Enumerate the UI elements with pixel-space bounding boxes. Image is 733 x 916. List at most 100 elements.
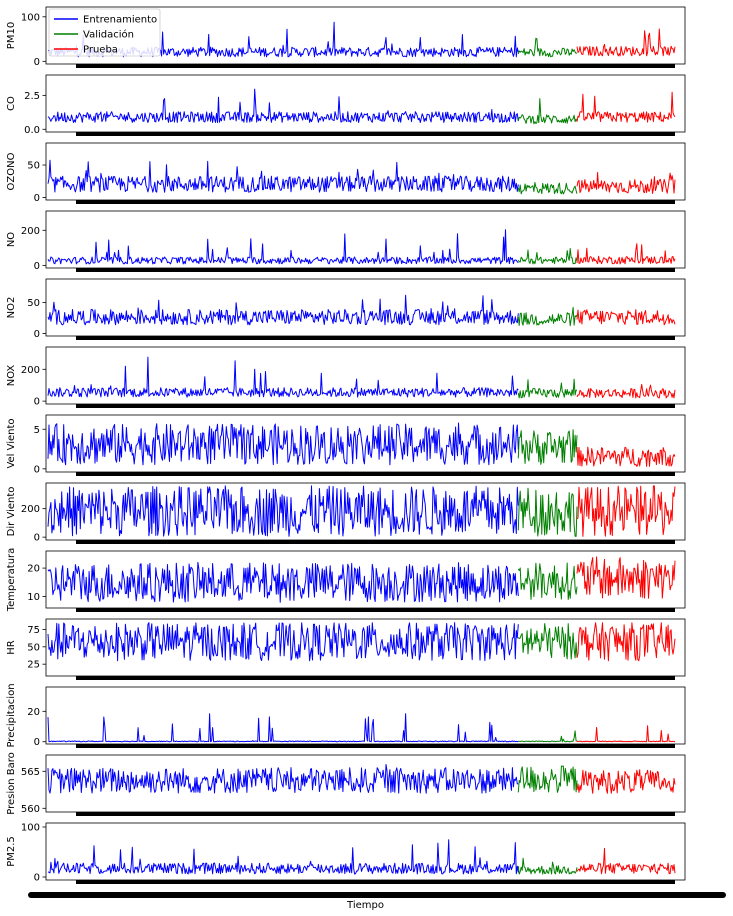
- subplot-ozono: 0 50 OZONO: [6, 142, 686, 204]
- y-tick-label: 0.0: [24, 125, 40, 136]
- series-line-prueba: [576, 243, 676, 265]
- series-line-validación: [517, 248, 578, 265]
- y-tick-label: 0: [34, 533, 40, 544]
- series-line-prueba: [576, 725, 676, 743]
- series-line-entrenamiento: [47, 839, 519, 875]
- x-tick-label-smear: [28, 892, 726, 898]
- y-tick-label: 50: [27, 642, 40, 653]
- y-axis-label: OZONO: [6, 152, 17, 190]
- legend-label-entrenamiento: Entrenamiento: [83, 15, 157, 26]
- y-tick-label: 50: [27, 161, 40, 172]
- series-line-validación: [517, 857, 578, 875]
- series-line-prueba: [576, 383, 676, 399]
- subplot-temperatura: 10 20 Temperatura: [6, 548, 686, 613]
- series-line-prueba: [576, 485, 676, 537]
- series-line-prueba: [576, 847, 676, 875]
- y-axis-label: Vel Viento: [6, 418, 17, 468]
- y-axis-label: Dir Viento: [6, 487, 17, 537]
- series-line-validación: [517, 765, 578, 793]
- x-tick-band: [76, 268, 675, 272]
- y-tick-label: 565: [21, 767, 40, 778]
- x-tick-band: [76, 336, 675, 340]
- series-line-validación: [517, 378, 578, 399]
- y-axis-label: HR: [6, 640, 17, 655]
- series-line-prueba: [576, 28, 676, 57]
- subplot-no: 0 200 NO: [6, 210, 686, 272]
- subplot-presion-baro: 560 565 Presion Baro: [6, 752, 686, 816]
- legend-box: [48, 8, 161, 57]
- series-line-entrenamiento: [47, 561, 519, 603]
- y-tick-label: 200: [21, 504, 40, 515]
- subplot-pm2-5: 0 100 PM2.5: [6, 823, 686, 884]
- series-line-entrenamiento: [47, 229, 519, 265]
- y-tick-label: 200: [21, 226, 40, 237]
- y-tick-label: 50: [27, 298, 40, 309]
- subplot-hr: 25 50 75 HR: [6, 618, 686, 680]
- series-line-validación: [517, 562, 578, 600]
- y-tick-label: 100: [21, 12, 40, 23]
- y-tick-label: 200: [21, 365, 40, 376]
- subplot-precipitacion: 0 20 Precipitacion: [6, 683, 686, 748]
- y-axis-label: Temperatura: [6, 548, 17, 613]
- x-tick-band: [76, 880, 675, 884]
- series-line-validación: [517, 429, 578, 465]
- series-line-prueba: [576, 446, 676, 467]
- series-line-entrenamiento: [47, 356, 519, 398]
- y-tick-label: 0: [34, 261, 40, 272]
- series-line-prueba: [576, 769, 676, 794]
- y-tick-label: 2.5: [24, 91, 40, 102]
- series-line-entrenamiento: [47, 713, 519, 743]
- series-line-validación: [517, 306, 578, 327]
- x-tick-band: [76, 64, 675, 68]
- y-tick-label: 0: [34, 329, 40, 340]
- series-line-validación: [517, 182, 578, 195]
- y-tick-label: 100: [21, 823, 40, 834]
- series-line-entrenamiento: [47, 294, 519, 326]
- series-line-validación: [518, 730, 577, 743]
- y-axis-label: PM10: [6, 22, 17, 49]
- series-line-prueba: [576, 309, 676, 326]
- subplot-no2: 0 50 NO2: [6, 278, 686, 340]
- subplot-nox: 0 200 NOX: [6, 346, 686, 408]
- x-tick-band: [76, 200, 675, 204]
- subplot-vel-viento: 0 5 Vel Viento: [6, 414, 686, 476]
- axes-frame: [45, 686, 686, 745]
- x-axis-label: Tiempo: [346, 900, 384, 911]
- y-tick-label: 560: [21, 804, 40, 815]
- x-tick-band: [76, 404, 675, 408]
- y-axis-label: NO2: [6, 297, 17, 319]
- y-axis-label: NOX: [6, 365, 17, 387]
- legend-label-prueba: Prueba: [83, 45, 118, 56]
- y-tick-label: 25: [27, 660, 40, 671]
- y-axis-label: CO: [6, 96, 17, 111]
- axes-frame: [45, 74, 686, 133]
- series-line-validación: [517, 487, 578, 537]
- y-tick-label: 10: [27, 592, 40, 603]
- x-tick-band: [76, 744, 675, 748]
- legend-label-validación: Validación: [83, 29, 134, 41]
- x-tick-band: [76, 540, 675, 544]
- series-line-validación: [517, 98, 578, 125]
- series-line-prueba: [576, 91, 676, 123]
- x-tick-band: [76, 676, 675, 680]
- axes-frame: [45, 754, 686, 813]
- axes-frame: [45, 278, 686, 337]
- series-line-prueba: [576, 172, 676, 194]
- x-tick-band: [76, 812, 675, 816]
- y-tick-label: 0: [34, 193, 40, 204]
- y-axis-label: Precipitacion: [6, 683, 17, 747]
- series-line-entrenamiento: [47, 422, 519, 466]
- y-tick-label: 0: [34, 464, 40, 475]
- subplot-dir-viento: 0 200 Dir Viento: [6, 482, 686, 544]
- y-tick-label: 20: [27, 707, 40, 718]
- y-tick-label: 20: [27, 564, 40, 575]
- y-tick-label: 75: [27, 625, 40, 636]
- series-line-entrenamiento: [47, 88, 519, 123]
- legend: Entrenamiento Validación Prueba: [48, 8, 161, 57]
- y-tick-label: 5: [34, 425, 40, 436]
- x-tick-band: [76, 132, 675, 136]
- x-tick-band: [76, 608, 675, 612]
- y-tick-label: 0: [34, 873, 40, 884]
- y-axis-label: PM2.5: [6, 836, 17, 867]
